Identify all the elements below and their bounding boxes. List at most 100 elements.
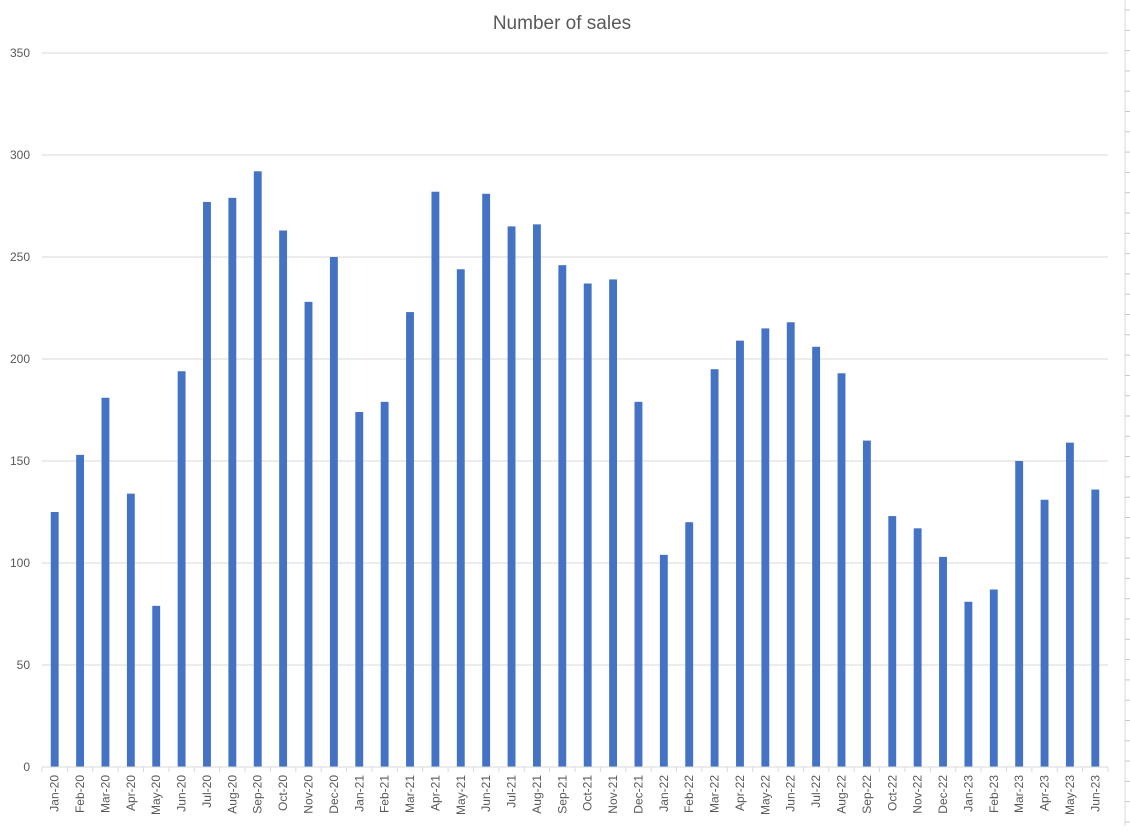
bar [1015, 461, 1024, 767]
x-tick-label: Jan-22 [657, 775, 671, 812]
x-tick-label: Jun-20 [175, 775, 189, 812]
x-tick-label: Feb-21 [378, 775, 392, 813]
x-tick-label: Jun-22 [784, 775, 798, 812]
bar [532, 224, 541, 768]
y-tick-label: 150 [10, 454, 30, 468]
bar [304, 301, 313, 767]
y-tick-label: 0 [23, 760, 30, 774]
x-tick-label: Jul-20 [200, 775, 214, 808]
y-tick-label: 350 [10, 46, 30, 60]
x-tick-label: Aug-22 [835, 775, 849, 814]
x-tick-label: Jan-23 [961, 775, 975, 812]
bar [279, 230, 288, 768]
y-tick-label: 50 [17, 658, 31, 672]
right-edge-ruler [1124, 0, 1130, 826]
x-tick-label: May-21 [454, 775, 468, 815]
bar [406, 312, 414, 767]
y-axis-ticks: 0 50 100 150 200 250 300 350 [10, 46, 30, 774]
chart-title: Number of sales [493, 13, 631, 34]
x-tick-label: Jun-23 [1088, 775, 1102, 812]
bar [380, 401, 389, 767]
x-tick-label: Apr-20 [124, 775, 138, 811]
y-tick-label: 200 [10, 352, 30, 366]
x-tick-label: Dec-21 [631, 775, 645, 814]
bar [685, 522, 694, 767]
bar [939, 556, 947, 767]
bar [228, 197, 237, 768]
y-tick-label: 300 [10, 148, 30, 162]
x-tick-label: Feb-22 [682, 775, 696, 813]
bar [329, 257, 338, 767]
bar [456, 269, 465, 767]
bar [177, 371, 186, 767]
bar [837, 373, 846, 767]
x-tick-label: Mar-22 [708, 775, 722, 813]
x-tick-label: Mar-23 [1012, 775, 1026, 813]
gridlines [42, 52, 1108, 666]
x-tick-label: Apr-22 [733, 775, 747, 811]
x-tick-label: May-23 [1063, 775, 1077, 815]
x-tick-label: Jul-22 [809, 775, 823, 808]
bar [736, 340, 744, 767]
x-axis-ticks: Jan-20 Feb-20 Mar-20 Apr-20 May-20 Jun-20 Jul-… [48, 775, 1103, 815]
bar [355, 412, 364, 767]
bar [710, 369, 719, 767]
x-axis [41, 766, 1109, 772]
bar [964, 601, 973, 767]
bar [253, 171, 262, 767]
y-tick-label: 250 [10, 250, 30, 264]
y-tick-label: 100 [10, 556, 30, 570]
x-tick-label: Jun-21 [479, 775, 493, 812]
x-tick-label: Oct-22 [885, 775, 899, 811]
bar [1065, 442, 1074, 767]
x-tick-label: Mar-21 [403, 775, 417, 813]
x-tick-label: Mar-20 [98, 775, 112, 813]
bar [152, 605, 161, 767]
bar [609, 279, 618, 767]
bar [482, 193, 491, 767]
x-tick-label: Nov-21 [606, 775, 620, 814]
x-tick-label: Dec-20 [327, 775, 341, 814]
x-tick-label: Oct-20 [276, 775, 290, 811]
bar [862, 440, 871, 767]
bar [558, 265, 567, 767]
bar [786, 322, 795, 767]
x-tick-label: Sep-21 [555, 775, 569, 814]
bar [812, 346, 821, 767]
x-tick-label: Feb-20 [73, 775, 87, 813]
bar [761, 328, 770, 767]
x-tick-label: Sep-22 [860, 775, 874, 814]
x-tick-label: Aug-21 [530, 775, 544, 814]
bar [507, 226, 516, 767]
x-tick-label: Oct-21 [581, 775, 595, 811]
x-tick-label: Jul-21 [505, 775, 519, 808]
x-tick-label: Sep-20 [251, 775, 265, 814]
bar [431, 191, 440, 768]
bar [1091, 489, 1100, 767]
x-tick-label: Nov-20 [302, 775, 316, 814]
bars [50, 171, 1100, 768]
x-tick-label: May-20 [149, 775, 163, 815]
x-tick-label: Jan-21 [352, 775, 366, 812]
x-tick-label: Nov-22 [911, 775, 925, 814]
bar [583, 283, 592, 767]
bar [634, 401, 643, 767]
bar [126, 493, 135, 767]
bar [76, 454, 85, 767]
bar [989, 589, 998, 767]
bar [1040, 499, 1049, 767]
bar [659, 554, 668, 767]
x-tick-label: Aug-20 [225, 775, 239, 814]
x-tick-label: Feb-23 [987, 775, 1001, 813]
x-tick-label: Apr-21 [428, 775, 442, 811]
x-tick-label: Jan-20 [48, 775, 62, 812]
x-tick-label: Apr-23 [1038, 775, 1052, 811]
x-tick-label: May-22 [758, 775, 772, 815]
x-tick-label: Dec-22 [936, 775, 950, 814]
bar [203, 201, 211, 768]
bar [888, 516, 897, 767]
bar [101, 397, 110, 767]
bar [50, 512, 59, 767]
